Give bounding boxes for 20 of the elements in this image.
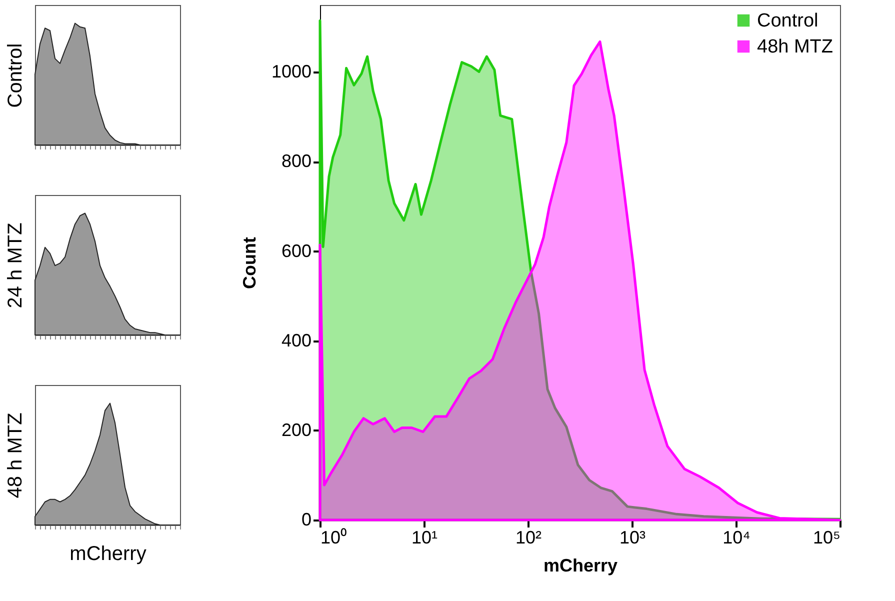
x-axis-title: mCherry xyxy=(543,556,618,576)
x-tick-label: 10⁰ xyxy=(320,528,347,548)
legend-label: 48h MTZ xyxy=(757,36,834,58)
y-tick-label: 0 xyxy=(301,510,312,530)
y-axis-title: Count xyxy=(239,237,260,289)
y-tick-label: 400 xyxy=(281,330,312,350)
y-axis-title: 24 h MTZ xyxy=(4,222,26,308)
x-tick-label: 10⁴ xyxy=(722,528,750,548)
y-tick-label: 1000 xyxy=(271,62,312,82)
x-axis-title: mCherry xyxy=(70,543,146,565)
y-axis-title: 48 h MTZ xyxy=(4,412,26,498)
y-tick-label: 600 xyxy=(281,240,312,261)
y-axis-title: Control xyxy=(4,43,26,108)
legend-label: Control xyxy=(757,10,818,32)
x-tick-label: 10⁵ xyxy=(813,528,840,548)
y-tick-label: 800 xyxy=(281,151,312,172)
x-tick-label: 10¹ xyxy=(411,528,438,548)
x-tick-label: 10² xyxy=(515,528,542,548)
y-tick-label: 200 xyxy=(281,420,312,440)
x-tick-label: 10³ xyxy=(619,528,646,548)
